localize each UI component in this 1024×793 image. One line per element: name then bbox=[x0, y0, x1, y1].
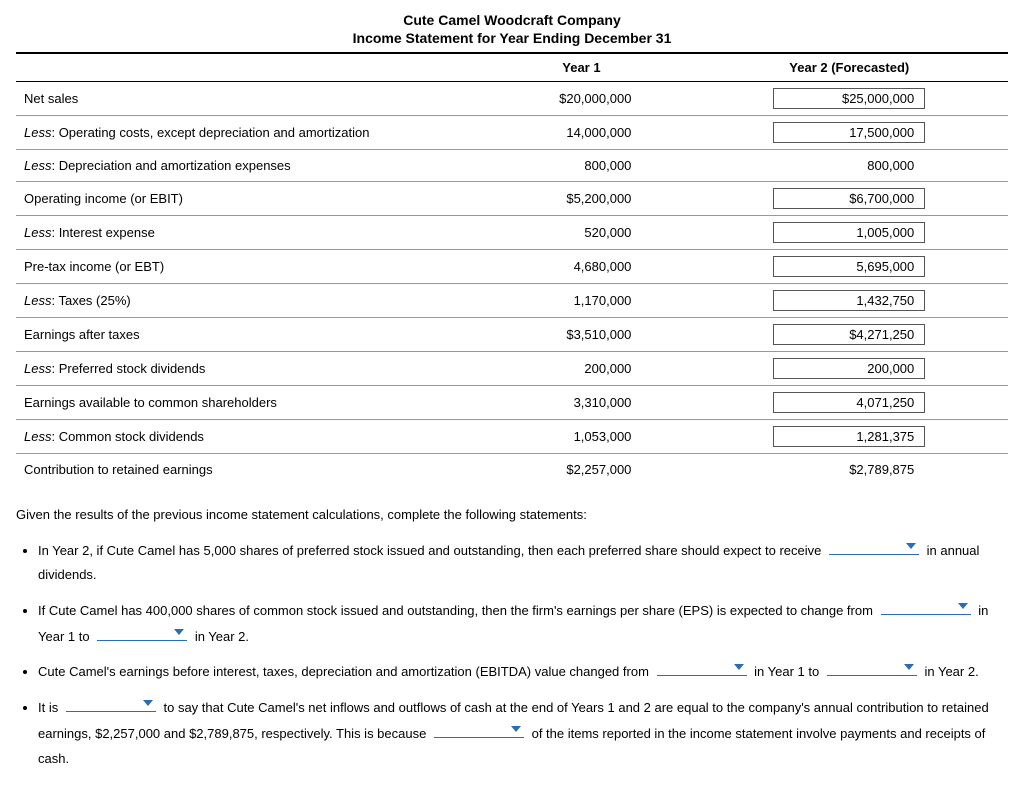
q3-text-a: Cute Camel's earnings before interest, t… bbox=[38, 664, 649, 679]
year2-value[interactable]: $4,271,250 bbox=[691, 318, 1008, 352]
q4-dropdown-1[interactable] bbox=[66, 695, 156, 712]
less-prefix: Less bbox=[24, 293, 51, 308]
year1-value: 3,310,000 bbox=[472, 386, 690, 420]
year1-value: 4,680,000 bbox=[472, 250, 690, 284]
question-1: In Year 2, if Cute Camel has 5,000 share… bbox=[38, 538, 1008, 588]
q2-text-a: If Cute Camel has 400,000 shares of comm… bbox=[38, 603, 873, 618]
table-row: Earnings available to common shareholder… bbox=[16, 386, 1008, 420]
table-row: Less: Common stock dividends1,053,0001,2… bbox=[16, 420, 1008, 454]
q4-dropdown-2[interactable] bbox=[434, 721, 524, 738]
year1-value: 14,000,000 bbox=[472, 116, 690, 150]
year2-value: $2,789,875 bbox=[691, 454, 1008, 486]
year1-value: $2,257,000 bbox=[472, 454, 690, 486]
row-label: Net sales bbox=[16, 82, 472, 116]
row-label: Operating income (or EBIT) bbox=[16, 182, 472, 216]
less-prefix: Less bbox=[24, 429, 51, 444]
q2-text-c: in Year 2. bbox=[195, 629, 249, 644]
row-label: Less: Common stock dividends bbox=[16, 420, 472, 454]
row-label: Earnings available to common shareholder… bbox=[16, 386, 472, 420]
year2-value[interactable]: 200,000 bbox=[691, 352, 1008, 386]
q2-dropdown-1[interactable] bbox=[881, 598, 971, 615]
income-statement-table: Year 1 Year 2 (Forecasted) Net sales$20,… bbox=[16, 52, 1008, 485]
q4-text-a: It is bbox=[38, 700, 58, 715]
year2-value[interactable]: 4,071,250 bbox=[691, 386, 1008, 420]
chevron-down-icon bbox=[905, 540, 917, 552]
q2-dropdown-2[interactable] bbox=[97, 624, 187, 641]
year2-value[interactable]: $6,700,000 bbox=[691, 182, 1008, 216]
table-row: Operating income (or EBIT)$5,200,000$6,7… bbox=[16, 182, 1008, 216]
company-name: Cute Camel Woodcraft Company bbox=[16, 12, 1008, 28]
year1-value: 1,170,000 bbox=[472, 284, 690, 318]
row-label: Pre-tax income (or EBT) bbox=[16, 250, 472, 284]
year1-value: $3,510,000 bbox=[472, 318, 690, 352]
year2-value[interactable]: 1,005,000 bbox=[691, 216, 1008, 250]
q3-dropdown-1[interactable] bbox=[657, 659, 747, 676]
row-label: Less: Depreciation and amortization expe… bbox=[16, 150, 472, 182]
chevron-down-icon bbox=[957, 600, 969, 612]
year2-value[interactable]: $25,000,000 bbox=[691, 82, 1008, 116]
table-row: Less: Taxes (25%)1,170,0001,432,750 bbox=[16, 284, 1008, 318]
chevron-down-icon bbox=[173, 626, 185, 638]
col-header-year2: Year 2 (Forecasted) bbox=[691, 53, 1008, 82]
year2-value[interactable]: 17,500,000 bbox=[691, 116, 1008, 150]
statement-title: Income Statement for Year Ending Decembe… bbox=[16, 30, 1008, 46]
statements-intro: Given the results of the previous income… bbox=[16, 503, 1008, 528]
question-2: If Cute Camel has 400,000 shares of comm… bbox=[38, 598, 1008, 649]
year1-value: $5,200,000 bbox=[472, 182, 690, 216]
q1-text-a: In Year 2, if Cute Camel has 5,000 share… bbox=[38, 543, 821, 558]
year1-value: 520,000 bbox=[472, 216, 690, 250]
year1-value: 800,000 bbox=[472, 150, 690, 182]
q1-dropdown[interactable] bbox=[829, 538, 919, 555]
table-row: Less: Operating costs, except depreciati… bbox=[16, 116, 1008, 150]
row-label: Contribution to retained earnings bbox=[16, 454, 472, 486]
col-header-year1: Year 1 bbox=[472, 53, 690, 82]
col-header-blank bbox=[16, 53, 472, 82]
table-row: Pre-tax income (or EBT)4,680,0005,695,00… bbox=[16, 250, 1008, 284]
row-label: Less: Operating costs, except depreciati… bbox=[16, 116, 472, 150]
row-label: Less: Interest expense bbox=[16, 216, 472, 250]
less-prefix: Less bbox=[24, 158, 51, 173]
table-row: Net sales$20,000,000$25,000,000 bbox=[16, 82, 1008, 116]
table-row: Earnings after taxes$3,510,000$4,271,250 bbox=[16, 318, 1008, 352]
q3-dropdown-2[interactable] bbox=[827, 659, 917, 676]
chevron-down-icon bbox=[142, 697, 154, 709]
year1-value: $20,000,000 bbox=[472, 82, 690, 116]
table-row: Less: Preferred stock dividends200,00020… bbox=[16, 352, 1008, 386]
less-prefix: Less bbox=[24, 225, 51, 240]
table-row: Contribution to retained earnings$2,257,… bbox=[16, 454, 1008, 486]
less-prefix: Less bbox=[24, 361, 51, 376]
year1-value: 200,000 bbox=[472, 352, 690, 386]
q3-text-b: in Year 1 to bbox=[754, 664, 819, 679]
q3-text-c: in Year 2. bbox=[924, 664, 978, 679]
chevron-down-icon bbox=[510, 723, 522, 735]
year2-value[interactable]: 1,432,750 bbox=[691, 284, 1008, 318]
chevron-down-icon bbox=[903, 661, 915, 673]
row-label: Less: Taxes (25%) bbox=[16, 284, 472, 318]
question-4: It is to say that Cute Camel's net inflo… bbox=[38, 695, 1008, 771]
year2-value[interactable]: 5,695,000 bbox=[691, 250, 1008, 284]
year2-value: 800,000 bbox=[691, 150, 1008, 182]
row-label: Less: Preferred stock dividends bbox=[16, 352, 472, 386]
chevron-down-icon bbox=[733, 661, 745, 673]
less-prefix: Less bbox=[24, 125, 51, 140]
question-3: Cute Camel's earnings before interest, t… bbox=[38, 659, 1008, 685]
table-row: Less: Depreciation and amortization expe… bbox=[16, 150, 1008, 182]
year2-value[interactable]: 1,281,375 bbox=[691, 420, 1008, 454]
year1-value: 1,053,000 bbox=[472, 420, 690, 454]
row-label: Earnings after taxes bbox=[16, 318, 472, 352]
table-row: Less: Interest expense520,0001,005,000 bbox=[16, 216, 1008, 250]
